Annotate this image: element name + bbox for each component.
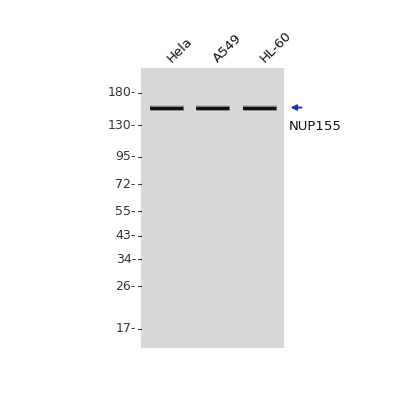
Text: 26-: 26- bbox=[116, 280, 136, 293]
Text: 55-: 55- bbox=[115, 205, 136, 218]
Text: 34-: 34- bbox=[116, 253, 136, 266]
Text: 43-: 43- bbox=[116, 230, 136, 242]
Text: 95-: 95- bbox=[116, 150, 136, 163]
Bar bbox=[142, 68, 284, 348]
Text: 17-: 17- bbox=[116, 322, 136, 335]
Text: HL-60: HL-60 bbox=[258, 29, 294, 66]
Text: 180-: 180- bbox=[108, 86, 136, 99]
Text: A549: A549 bbox=[211, 32, 245, 66]
Text: Hela: Hela bbox=[165, 35, 195, 66]
Text: NUP155: NUP155 bbox=[289, 120, 342, 133]
Text: 72-: 72- bbox=[116, 178, 136, 191]
Text: 130-: 130- bbox=[108, 119, 136, 132]
